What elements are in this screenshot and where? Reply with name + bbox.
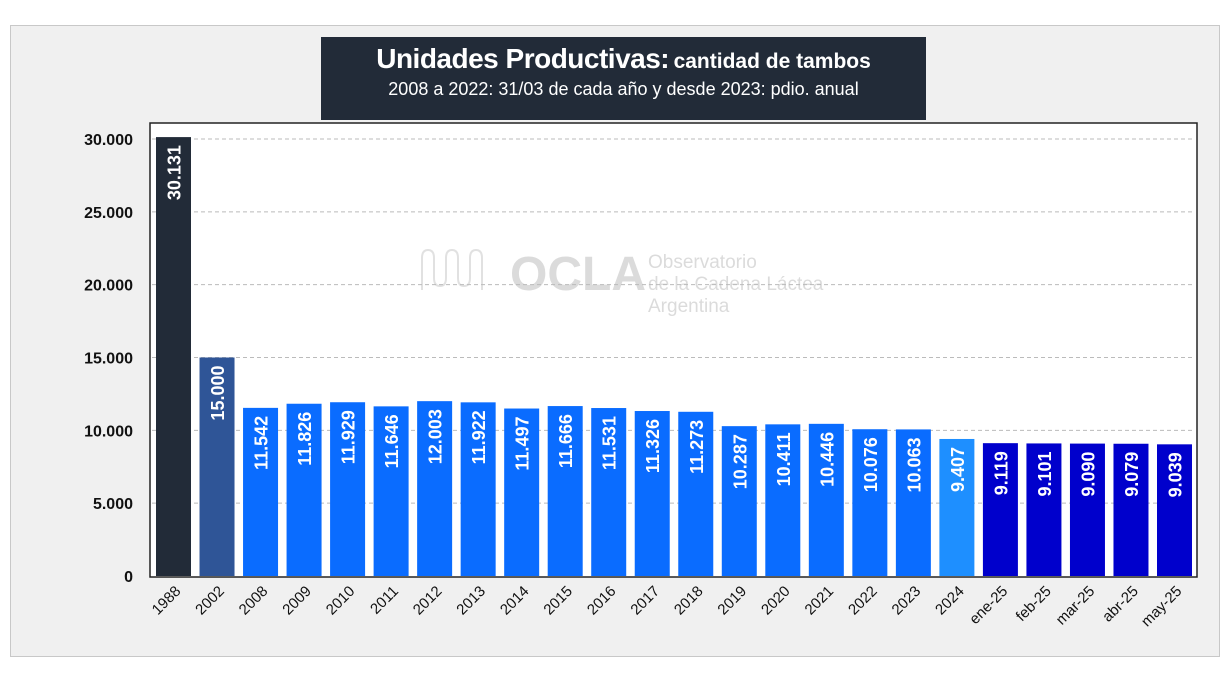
bar-2022 bbox=[852, 429, 888, 576]
x-tick-label: 2023 bbox=[889, 583, 925, 619]
y-tick-label: 20.000 bbox=[84, 278, 133, 295]
x-tick-label: 1988 bbox=[149, 583, 185, 619]
data-label: 11.542 bbox=[252, 416, 272, 470]
x-tick-label: 2010 bbox=[323, 583, 359, 619]
x-tick-label: mar-25 bbox=[1053, 583, 1099, 629]
x-tick-label: abr-25 bbox=[1099, 583, 1142, 626]
x-tick-label: feb-25 bbox=[1013, 583, 1055, 625]
bar-2024 bbox=[939, 438, 975, 576]
x-tick-label: 2013 bbox=[453, 583, 489, 619]
x-tick-label: 2015 bbox=[540, 583, 576, 619]
data-label: 9.090 bbox=[1078, 452, 1098, 497]
data-label: 9.039 bbox=[1166, 452, 1186, 497]
bar-2012 bbox=[417, 401, 453, 576]
y-tick-label: 15.000 bbox=[84, 351, 133, 368]
bar-abr-25 bbox=[1113, 443, 1149, 576]
x-tick-label: 2002 bbox=[192, 583, 228, 619]
data-label: 9.407 bbox=[948, 447, 968, 492]
data-label: 11.666 bbox=[556, 414, 576, 468]
data-label: 11.326 bbox=[643, 419, 663, 473]
data-label: 9.119 bbox=[991, 451, 1011, 495]
data-label: 10.446 bbox=[817, 432, 837, 487]
bar-2011 bbox=[373, 406, 409, 576]
x-tick-label: may-25 bbox=[1138, 583, 1185, 630]
x-tick-label: 2011 bbox=[367, 583, 402, 618]
x-tick-label: 2022 bbox=[845, 583, 881, 619]
bar-2013 bbox=[460, 402, 496, 576]
data-label: 12.003 bbox=[426, 409, 446, 464]
svg-text:Observatorio: Observatorio bbox=[648, 252, 757, 273]
bar-2021 bbox=[808, 423, 844, 576]
bar-mar-25 bbox=[1069, 443, 1105, 576]
bar-may-25 bbox=[1157, 444, 1192, 576]
chart-subtitle: 2008 a 2022: 31/03 de cada año y desde 2… bbox=[388, 79, 859, 99]
bar-2020 bbox=[765, 424, 801, 576]
x-tick-label: 2008 bbox=[236, 583, 272, 619]
y-tick-label: 5.000 bbox=[93, 496, 133, 513]
bar-2019 bbox=[721, 426, 757, 576]
x-tick-label: 2009 bbox=[279, 583, 315, 619]
svg-text:Argentina: Argentina bbox=[648, 296, 730, 317]
data-label: 11.922 bbox=[469, 410, 489, 464]
bar-2008 bbox=[243, 407, 279, 576]
bar-2017 bbox=[634, 411, 670, 576]
bar-2015 bbox=[547, 406, 583, 576]
y-tick-label: 10.000 bbox=[84, 423, 133, 440]
data-label: 10.076 bbox=[861, 437, 881, 492]
data-label: 11.826 bbox=[295, 412, 315, 466]
data-label: 30.131 bbox=[165, 145, 185, 200]
y-tick-label: 30.000 bbox=[84, 132, 133, 149]
plot-area bbox=[149, 122, 1198, 578]
data-label: 10.411 bbox=[774, 432, 794, 486]
bar-feb-25 bbox=[1026, 443, 1062, 576]
data-label: 9.101 bbox=[1035, 451, 1055, 496]
data-label: 9.079 bbox=[1122, 452, 1142, 497]
data-label: 15.000 bbox=[208, 366, 228, 421]
x-tick-label: 2016 bbox=[584, 583, 620, 619]
x-tick-label: 2012 bbox=[410, 583, 446, 619]
bar-2014 bbox=[504, 408, 540, 576]
x-tick-label: 2017 bbox=[627, 583, 663, 619]
chart-title-suffix: cantidad de tambos bbox=[673, 50, 871, 73]
bar-2010 bbox=[330, 402, 366, 576]
x-tick-label: 2018 bbox=[671, 583, 707, 619]
bar-2016 bbox=[591, 408, 627, 576]
x-tick-label: ene-25 bbox=[966, 583, 1011, 628]
data-label: 11.646 bbox=[382, 414, 402, 468]
y-tick-label: 0 bbox=[124, 569, 133, 586]
y-tick-label: 25.000 bbox=[84, 205, 133, 222]
data-label: 11.273 bbox=[687, 420, 707, 474]
bar-2002 bbox=[199, 357, 235, 576]
x-tick-label: 2014 bbox=[497, 583, 533, 619]
data-label: 11.497 bbox=[513, 417, 533, 471]
data-label: 10.287 bbox=[730, 434, 750, 489]
svg-text:OCLA: OCLA bbox=[510, 248, 646, 301]
x-tick-label: 2021 bbox=[802, 583, 838, 619]
chart-title: Unidades Productivas: bbox=[376, 43, 670, 74]
bar-2009 bbox=[286, 403, 322, 576]
x-tick-label: 2024 bbox=[932, 583, 968, 619]
chart-title-box: Unidades Productivas: cantidad de tambos… bbox=[321, 37, 926, 120]
data-label: 11.531 bbox=[600, 416, 620, 470]
x-tick-label: 2019 bbox=[714, 583, 750, 619]
data-label: 10.063 bbox=[904, 437, 924, 492]
data-label: 11.929 bbox=[339, 410, 359, 464]
bar-1988 bbox=[156, 137, 191, 576]
bar-2023 bbox=[895, 429, 931, 576]
bar-2018 bbox=[678, 411, 714, 576]
bar-ene-25 bbox=[982, 443, 1018, 576]
x-tick-label: 2020 bbox=[758, 583, 794, 619]
